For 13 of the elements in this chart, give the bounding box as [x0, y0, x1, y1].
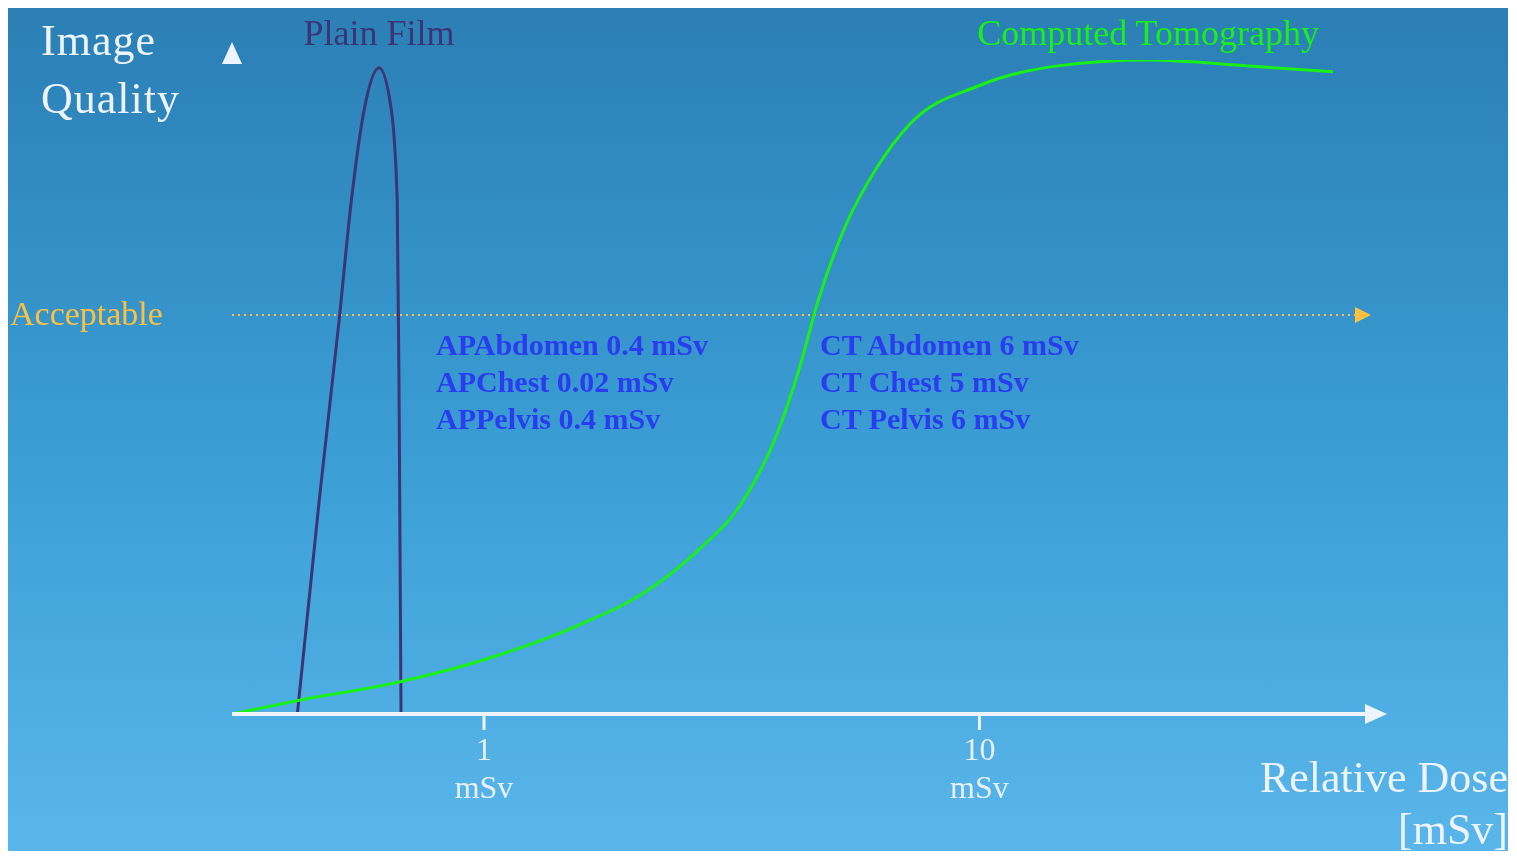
y-axis-title: Image Quality	[41, 15, 181, 125]
annotation: CT Chest 5 mSv	[820, 365, 1029, 399]
ref-line-label: Acceptable	[10, 295, 163, 334]
x-axis-title: Relative Dose [mSv]	[1258, 752, 1508, 853]
annotation: APChest 0.02 mSv	[436, 365, 674, 399]
x-tick-label: 10 mSv	[950, 731, 1009, 805]
x-tick-label: 1 mSv	[454, 731, 514, 805]
annotation: CT Pelvis 6 mSv	[820, 402, 1031, 436]
annotation: CT Abdomen 6 mSv	[820, 328, 1079, 362]
annotation: APAbdomen 0.4 mSv	[436, 328, 708, 362]
series-label: Plain Film	[303, 13, 455, 53]
series-label: Computed Tomography	[976, 12, 1320, 54]
annotation: APPelvis 0.4 mSv	[436, 402, 661, 436]
